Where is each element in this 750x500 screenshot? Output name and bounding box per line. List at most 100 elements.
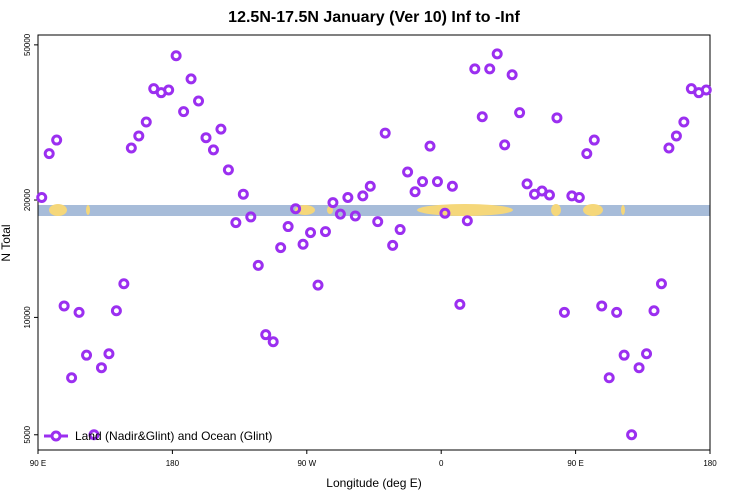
data-point — [618, 349, 630, 361]
data-point — [506, 69, 518, 81]
data-point — [103, 348, 115, 360]
data-point — [491, 48, 503, 60]
chart-title: 12.5N-17.5N January (Ver 10) Inf to -Inf — [228, 9, 520, 26]
data-point — [81, 349, 93, 361]
data-point — [611, 306, 623, 318]
land-ocean-band — [38, 204, 710, 216]
x-tick-label: 180 — [703, 459, 717, 468]
data-point — [305, 227, 317, 239]
data-point — [95, 362, 107, 374]
data-point — [641, 348, 653, 360]
data-point — [357, 190, 369, 202]
data-point — [237, 188, 249, 200]
data-point — [379, 127, 391, 139]
data-point — [431, 176, 443, 188]
data-point — [43, 148, 55, 160]
data-point — [573, 192, 585, 204]
data-point — [200, 132, 212, 144]
data-point — [275, 242, 287, 254]
x-axis-title: Longitude (deg E) — [326, 476, 421, 490]
y-tick-label: 50000 — [23, 33, 32, 56]
data-point — [409, 186, 421, 198]
data-point — [163, 84, 175, 96]
data-point — [499, 139, 511, 151]
data-point — [461, 215, 473, 227]
data-point — [402, 166, 414, 178]
y-axis-title: N Total — [0, 224, 13, 261]
data-point — [290, 203, 302, 215]
data-point — [700, 84, 712, 96]
data-point — [133, 130, 145, 142]
plot-frame — [37, 34, 711, 451]
data-point — [260, 329, 272, 341]
data-point — [140, 116, 152, 128]
data-point — [185, 73, 197, 85]
data-point — [36, 192, 48, 204]
data-point — [58, 300, 70, 312]
data-point — [88, 429, 100, 441]
data-point — [319, 226, 331, 238]
data-point — [521, 178, 533, 190]
data-point — [558, 306, 570, 318]
data-point — [469, 63, 481, 75]
data-point — [364, 180, 376, 192]
data-point — [543, 189, 555, 201]
data-point — [297, 238, 309, 250]
x-tick-label: 90 W — [297, 459, 316, 468]
data-point — [66, 372, 78, 384]
data-point — [596, 300, 608, 312]
data-point — [551, 112, 563, 124]
legend-marker — [50, 430, 62, 442]
data-point — [125, 142, 137, 154]
data-point — [207, 144, 219, 156]
data-point — [648, 305, 660, 317]
data-point — [51, 134, 63, 146]
data-point — [110, 305, 122, 317]
data-point — [603, 372, 615, 384]
data-point — [282, 221, 294, 233]
y-tick-label: 5000 — [23, 425, 32, 443]
y-tick-label: 20000 — [23, 188, 32, 211]
data-point — [417, 176, 429, 188]
data-point — [334, 208, 346, 220]
x-tick-label: 180 — [166, 459, 180, 468]
data-point — [655, 278, 667, 290]
data-point — [230, 217, 242, 229]
data-point — [312, 279, 324, 291]
data-point — [454, 298, 466, 310]
x-tick-label: 90 E — [30, 459, 46, 468]
data-point — [327, 197, 339, 209]
data-point — [424, 140, 436, 152]
data-point — [439, 207, 451, 219]
data-point — [484, 63, 496, 75]
data-point — [73, 306, 85, 318]
data-point — [170, 50, 182, 62]
data-point — [394, 224, 406, 236]
data-point — [588, 134, 600, 146]
data-point — [267, 336, 279, 348]
data-point — [663, 142, 675, 154]
data-point — [670, 130, 682, 142]
data-point — [387, 239, 399, 251]
data-point — [193, 95, 205, 107]
data-point — [178, 106, 190, 118]
data-point — [476, 111, 488, 123]
data-point — [342, 192, 354, 204]
data-point — [215, 123, 227, 135]
data-point — [581, 148, 593, 160]
data-point — [349, 210, 361, 222]
x-tick-label: 90 E — [567, 459, 583, 468]
data-point — [514, 107, 526, 119]
data-point — [118, 278, 130, 290]
data-point — [222, 164, 234, 176]
legend-label: Land (Nadir&Glint) and Ocean (Glint) — [75, 429, 272, 443]
x-tick-label: 0 — [439, 459, 444, 468]
data-point — [252, 259, 264, 271]
data-point — [372, 216, 384, 228]
data-point — [633, 362, 645, 374]
data-point — [678, 116, 690, 128]
data-point — [626, 429, 638, 441]
y-tick-label: 10000 — [23, 306, 32, 329]
data-point — [245, 211, 257, 223]
